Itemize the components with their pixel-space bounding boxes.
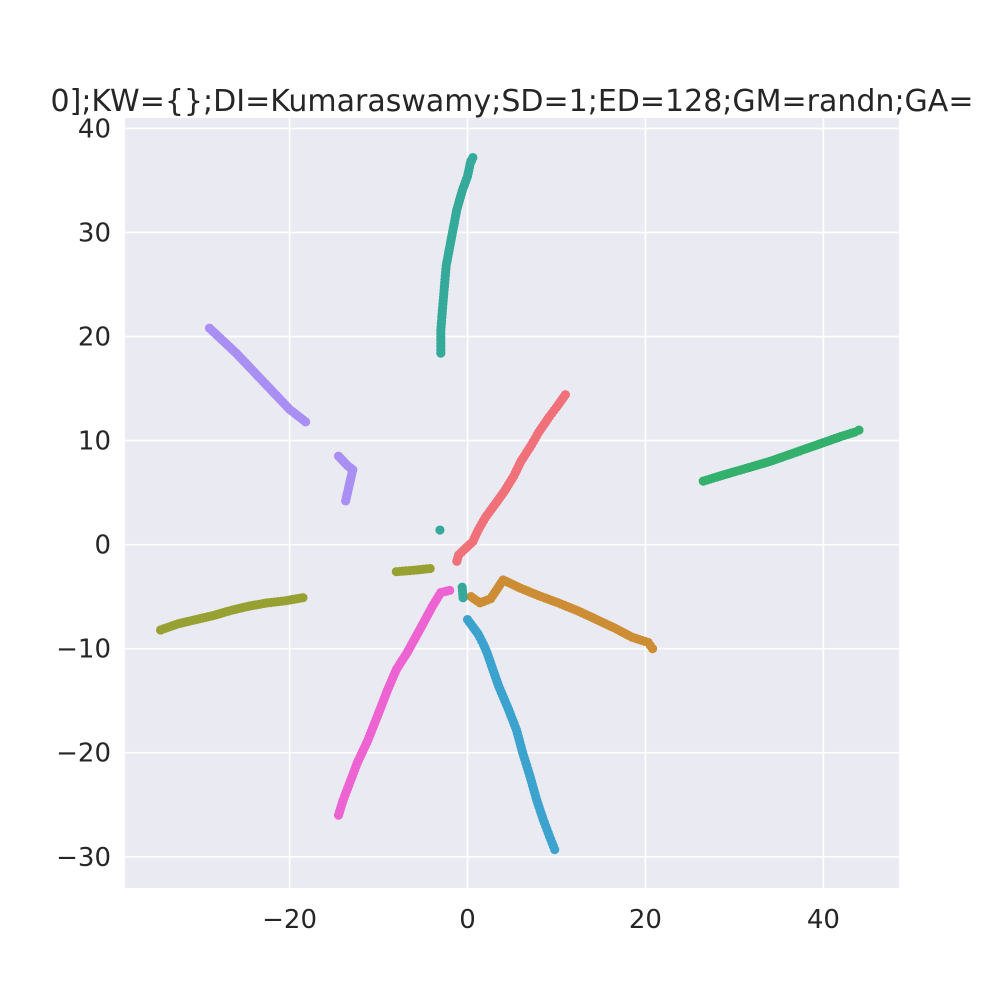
y-tick-label: 30: [78, 218, 111, 248]
data-point: [298, 593, 308, 603]
series-3: [698, 425, 864, 486]
y-tick-label: 0: [94, 531, 111, 561]
gridlines: [125, 118, 899, 888]
data-point: [458, 593, 468, 603]
y-axis: 40 30 20 10 0 −10 −20 −30: [56, 114, 111, 872]
data-point: [445, 585, 455, 596]
series-7: [333, 585, 455, 820]
series-2: [155, 563, 435, 635]
series-5: [462, 614, 560, 855]
y-tick-label: 10: [78, 427, 111, 457]
y-tick-label: −10: [56, 635, 111, 665]
data-point: [647, 644, 658, 654]
data-point: [341, 496, 351, 506]
series-4: [435, 152, 478, 603]
data-point: [854, 425, 864, 435]
data-point: [560, 390, 570, 400]
data-point: [466, 156, 476, 166]
y-tick-label: 20: [78, 323, 111, 353]
data-point: [435, 525, 445, 535]
data-points: [155, 152, 864, 855]
x-axis: −20 0 20 40: [262, 905, 840, 935]
y-tick-label: 40: [78, 114, 111, 144]
series-6: [204, 323, 358, 506]
y-tick-label: −20: [56, 739, 111, 769]
x-tick-label: −20: [262, 905, 317, 935]
series-1: [466, 575, 658, 654]
series-0: [452, 390, 570, 566]
y-tick-label: −30: [56, 843, 111, 873]
plot-area: [125, 118, 899, 888]
data-point: [550, 844, 560, 855]
x-tick-label: 40: [807, 905, 840, 935]
chart-title: 0];KW={};DI=Kumaraswamy;SD=1;ED=128;GM=r…: [51, 84, 974, 119]
data-point: [301, 417, 311, 427]
x-tick-label: 0: [459, 905, 476, 935]
x-tick-label: 20: [629, 905, 662, 935]
data-point: [425, 563, 435, 574]
